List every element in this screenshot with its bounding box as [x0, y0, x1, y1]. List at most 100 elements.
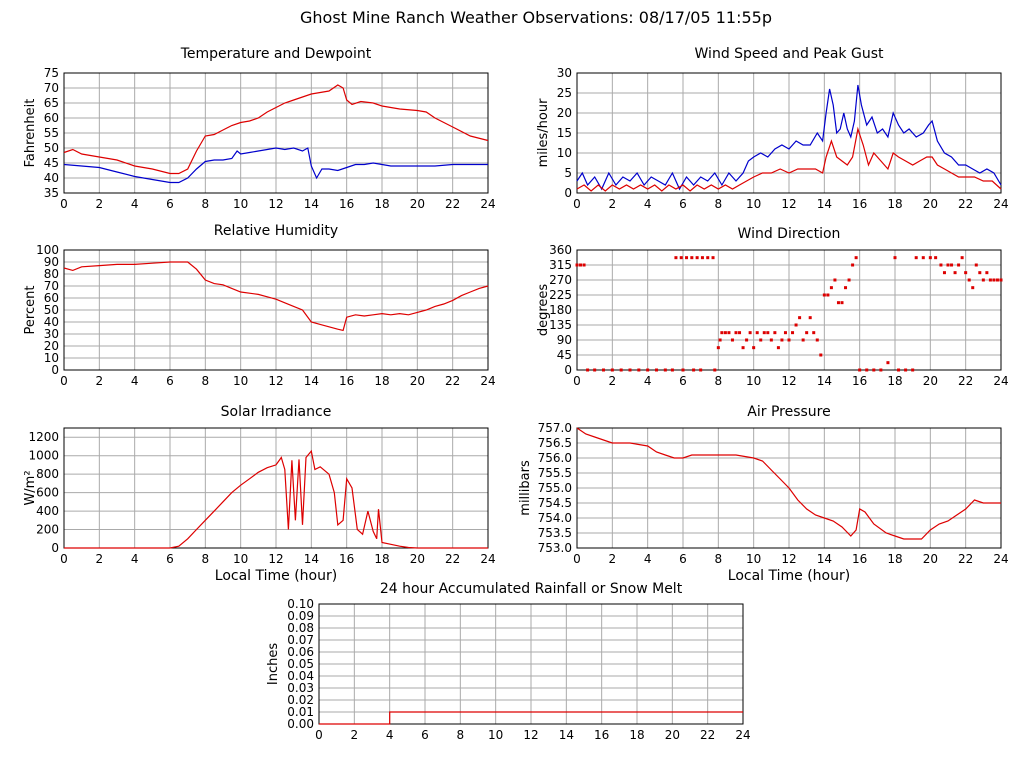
humidity-y-tick-label: 30 [44, 327, 59, 341]
wind-direction-point [847, 278, 851, 282]
pressure-x-tick-label: 12 [781, 552, 796, 566]
wind-speed-series-line-0 [576, 84, 1002, 191]
wind-speed-x-tick-label: 6 [679, 197, 687, 211]
pressure-x-tick-label: 20 [923, 552, 938, 566]
wind-direction-y-tick-label: 180 [549, 303, 572, 317]
humidity-frame [63, 249, 489, 371]
pressure-x-tick-label: 0 [573, 552, 581, 566]
wind-speed-y-tick-label: 0 [564, 186, 572, 200]
temperature-x-tick-label: 14 [304, 197, 319, 211]
wind-direction-point [679, 256, 683, 260]
pressure-y-tick-label: 756.0 [538, 451, 572, 465]
wind-direction-x-tick-label: 16 [852, 374, 867, 388]
wind-direction-point [716, 346, 720, 350]
temperature-x-tick-label: 8 [202, 197, 210, 211]
temperature-y-tick-label: 45 [44, 156, 59, 170]
pressure-y-tick-label: 754.0 [538, 511, 572, 525]
wind-direction-frame [576, 249, 1002, 371]
solar-x-tick-label: 22 [445, 552, 460, 566]
temperature-x-tick-label: 6 [166, 197, 174, 211]
wind-direction-point [695, 256, 699, 260]
wind-direction-point [745, 338, 749, 342]
rainfall-y-tick-label: 0.04 [287, 669, 314, 683]
wind-direction-point [646, 368, 650, 372]
wind-direction-x-tick-label: 12 [781, 374, 796, 388]
temperature-x-tick-label: 10 [233, 197, 248, 211]
humidity-x-tick-label: 2 [96, 374, 104, 388]
wind-speed-x-tick-label: 18 [887, 197, 902, 211]
solar-frame [63, 427, 489, 549]
wind-direction-point [791, 331, 795, 335]
rainfall-y-tick-label: 0.00 [287, 717, 314, 731]
wind-direction-y-tick-label: 0 [564, 363, 572, 377]
wind-direction-point [829, 286, 833, 290]
wind-direction-point [762, 331, 766, 335]
wind-direction-point [836, 301, 840, 305]
wind-direction-point [893, 256, 897, 260]
humidity-y-tick-label: 70 [44, 279, 59, 293]
rainfall-y-tick-label: 0.08 [287, 621, 314, 635]
pressure-series-line-0 [576, 427, 1001, 540]
wind-direction-y-tick-label: 45 [557, 348, 572, 362]
wind-direction-point [964, 271, 968, 275]
pressure-x-tick-label: 2 [609, 552, 617, 566]
rainfall-x-tick-label: 24 [735, 728, 750, 742]
temperature-y-axis-label: Fahrenheit [23, 99, 38, 168]
wind-direction-point [904, 368, 908, 372]
wind-direction-x-tick-label: 10 [746, 374, 761, 388]
humidity-x-tick-label: 8 [202, 374, 210, 388]
temperature-x-tick-label: 4 [131, 197, 139, 211]
rainfall-x-tick-label: 10 [488, 728, 503, 742]
temperature-y-tick-label: 65 [44, 96, 59, 110]
wind-direction-point [759, 338, 763, 342]
solar-x-tick-label: 6 [166, 552, 174, 566]
wind-direction-point [699, 368, 703, 372]
wind-direction-point [720, 331, 724, 335]
solar-y-tick-label: 800 [36, 467, 59, 481]
wind-direction-point [858, 368, 862, 372]
wind-speed-x-tick-label: 0 [573, 197, 581, 211]
wind-direction-point [999, 278, 1003, 282]
wind-direction-point [865, 368, 869, 372]
wind-direction-point [960, 256, 964, 260]
wind-direction-point [718, 338, 722, 342]
wind-direction-point [808, 316, 812, 320]
pressure-x-tick-label: 4 [644, 552, 652, 566]
wind-direction-x-tick-label: 2 [609, 374, 617, 388]
rainfall-y-tick-label: 0.03 [287, 681, 314, 695]
wind-direction-point [602, 368, 605, 372]
rainfall-y-tick-label: 0.09 [287, 609, 314, 623]
wind-direction-point [655, 368, 658, 372]
wind-direction-point [692, 368, 696, 372]
wind-direction-point [879, 368, 883, 372]
wind-direction-point [992, 278, 996, 282]
solar-y-axis-label: W/m² [23, 470, 38, 505]
wind-direction-point [723, 331, 727, 335]
wind-direction-point [748, 331, 752, 335]
solar-x-tick-label: 24 [480, 552, 495, 566]
wind-speed-y-tick-label: 25 [557, 86, 572, 100]
pressure-title: Air Pressure [747, 404, 830, 420]
humidity-x-tick-label: 22 [445, 374, 460, 388]
humidity-y-tick-label: 100 [36, 243, 59, 257]
wind-speed-x-tick-label: 2 [609, 197, 617, 211]
wind-direction-y-axis-label: degrees [536, 284, 551, 337]
humidity-x-tick-label: 18 [374, 374, 389, 388]
humidity-y-tick-label: 40 [44, 315, 59, 329]
temperature-y-tick-label: 75 [44, 66, 59, 80]
wind-direction-title: Wind Direction [738, 226, 841, 242]
humidity-x-tick-label: 12 [268, 374, 283, 388]
wind-direction-point [840, 301, 844, 305]
pressure-x-tick-label: 8 [715, 552, 723, 566]
wind-direction-point [738, 331, 742, 335]
temperature-y-tick-label: 55 [44, 126, 59, 140]
wind-direction-point [706, 256, 710, 260]
wind-direction-x-tick-label: 0 [573, 374, 581, 388]
pressure-y-tick-label: 753.0 [538, 541, 572, 555]
rainfall-x-tick-label: 12 [523, 728, 538, 742]
wind-direction-point [794, 323, 798, 327]
pressure-x-tick-label: 16 [852, 552, 867, 566]
solar-y-tick-label: 400 [36, 504, 59, 518]
rainfall-series-line-0 [319, 711, 743, 725]
wind-direction-x-tick-label: 6 [679, 374, 687, 388]
